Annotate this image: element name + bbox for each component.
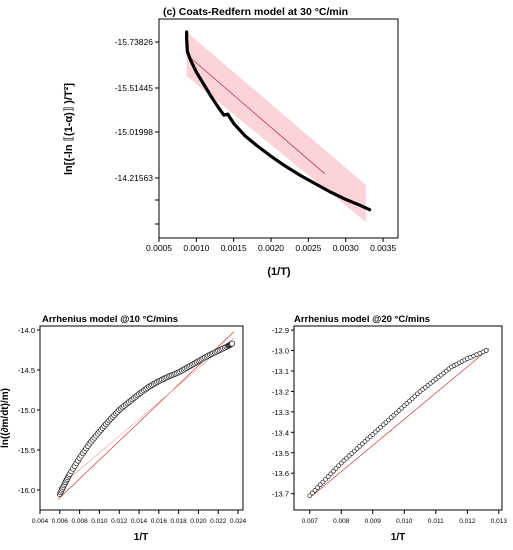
y-tick-label: -12.9 [272, 326, 289, 335]
data-point [317, 482, 323, 488]
data-point [328, 471, 334, 477]
y-tick-label: -15.01998 [115, 127, 154, 137]
coats-data-series [185, 30, 372, 212]
x-tick-label: 0.007 [302, 518, 319, 525]
data-point [229, 340, 236, 347]
y-tick-label: -15.73826 [115, 37, 154, 47]
x-tick-label: 0.011 [428, 518, 444, 525]
x-tick-label: 0.0025 [295, 243, 321, 253]
y-tick-label: -15.51445 [115, 83, 154, 93]
y-tick-label: -13.6 [272, 469, 289, 478]
data-point [323, 476, 328, 482]
x-tick-label: 0.0010 [183, 243, 209, 253]
y-tick-label: -13.3 [272, 408, 289, 417]
x-tick-label: 0.012 [111, 518, 128, 525]
arr10-x-ticks: 0.004 0.006 0.008 0.010 0.012 0.014 0.016 0.018… [32, 510, 247, 525]
data-point [312, 487, 318, 493]
data-point [331, 468, 336, 474]
x-tick-label: 0.010 [396, 518, 413, 525]
x-tick-label: 0.008 [333, 518, 350, 525]
data-curve [185, 30, 372, 212]
data-point [325, 474, 331, 479]
x-tick-label: 0.0030 [333, 243, 359, 253]
arr10-y-ticks: -16.0 -15.5 -15.0 -14.5 -14.0 [18, 326, 40, 495]
arr20-y-ticks: -13.7 -13.6 -13.5 -13.4 -13.3 -13.2 -13.1 -13.0… [272, 326, 294, 499]
y-tick-label: -13.1 [272, 367, 289, 376]
y-tick-label: -15.0 [18, 406, 35, 415]
y-tick-label: -13.2 [272, 387, 289, 396]
fit-band-line [57, 337, 235, 489]
confidence-band-area [186, 32, 366, 222]
coats-y-label: ln[(-ln ⟦(1-α)⟧ )/T²] [63, 83, 75, 175]
fit-line [309, 348, 490, 499]
x-tick-label: 0.012 [459, 518, 476, 525]
y-tick-label: -13.0 [272, 347, 289, 356]
data-point [483, 348, 489, 353]
x-tick-label: 0.008 [71, 518, 88, 525]
arr10-plot-frame [39, 325, 244, 511]
y-tick-label: -14.5 [18, 366, 35, 375]
arrhenius-10-chart: Arrhenius model @10 °C/mins 0.004 0.006 0.… [0, 314, 247, 543]
x-tick-label: 0.018 [170, 518, 187, 525]
x-tick-label: 0.016 [151, 518, 168, 525]
x-tick-label: 0.0035 [370, 243, 396, 253]
coats-title: (c) Coats-Redfern model at 30 °C/min [163, 6, 348, 18]
arr20-fit-line [309, 348, 490, 499]
y-tick-label: -16.0 [18, 486, 35, 495]
x-tick-label: 0.0015 [221, 243, 247, 253]
data-point [307, 493, 313, 499]
arr20-plot-frame [293, 325, 503, 511]
x-tick-label: 0.009 [365, 518, 382, 525]
x-tick-label: 0.006 [52, 518, 69, 525]
x-tick-label: 0.010 [91, 518, 108, 525]
coats-confidence-band [186, 32, 366, 222]
y-tick-label: -13.5 [272, 449, 289, 458]
y-tick-label: -14.0 [18, 326, 35, 335]
arr20-title: Arrhenius model @20 °C/mins [294, 314, 430, 325]
data-point [333, 466, 339, 471]
data-point [336, 463, 341, 469]
x-tick-label: 0.0020 [258, 243, 284, 253]
arrhenius-20-chart: Arrhenius model @20 °C/mins 0.007 0.008 0.… [272, 314, 507, 543]
arr20-x-ticks: 0.007 0.008 0.009 0.010 0.011 0.012 0.013 [302, 510, 508, 525]
arr20-x-label: 1/T [391, 532, 405, 543]
y-tick-label: -13.7 [272, 490, 289, 499]
x-tick-label: 0.020 [190, 518, 207, 525]
y-tick-label: -15.5 [18, 446, 35, 455]
data-point [320, 479, 326, 485]
arr10-y-label: ln((∂m/dt)/m) [0, 388, 11, 448]
x-tick-label: 0.014 [131, 518, 148, 525]
coats-plot-frame [158, 18, 399, 239]
coats-fit-line [186, 54, 326, 175]
data-point [315, 485, 320, 490]
y-tick-label: -13.4 [272, 428, 289, 437]
x-tick-label: 0.024 [230, 518, 247, 525]
x-tick-label: 0.022 [210, 518, 227, 525]
x-tick-label: 0.013 [491, 518, 508, 525]
coats-y-ticks: -15.73826 -15.51445 -15.01998 -14.21563 [115, 37, 159, 225]
arr10-x-label: 1/T [134, 532, 148, 543]
x-tick-label: 0.0005 [146, 243, 172, 253]
coats-redfern-chart: (c) Coats-Redfern model at 30 °C/min 0.0… [63, 6, 399, 278]
fit-line [186, 54, 326, 175]
y-tick-label: -14.21563 [115, 173, 154, 183]
arr10-title: Arrhenius model @10 °C/mins [42, 314, 178, 325]
arr20-data-series [307, 348, 489, 499]
x-tick-label: 0.004 [32, 518, 49, 525]
data-point [310, 490, 315, 496]
coats-x-label: (1/T) [267, 266, 291, 278]
coats-x-ticks: 0.0005 0.0010 0.0015 0.0020 0.0025 0.0030 0.00… [146, 238, 396, 253]
arr10-data-series [56, 340, 236, 497]
